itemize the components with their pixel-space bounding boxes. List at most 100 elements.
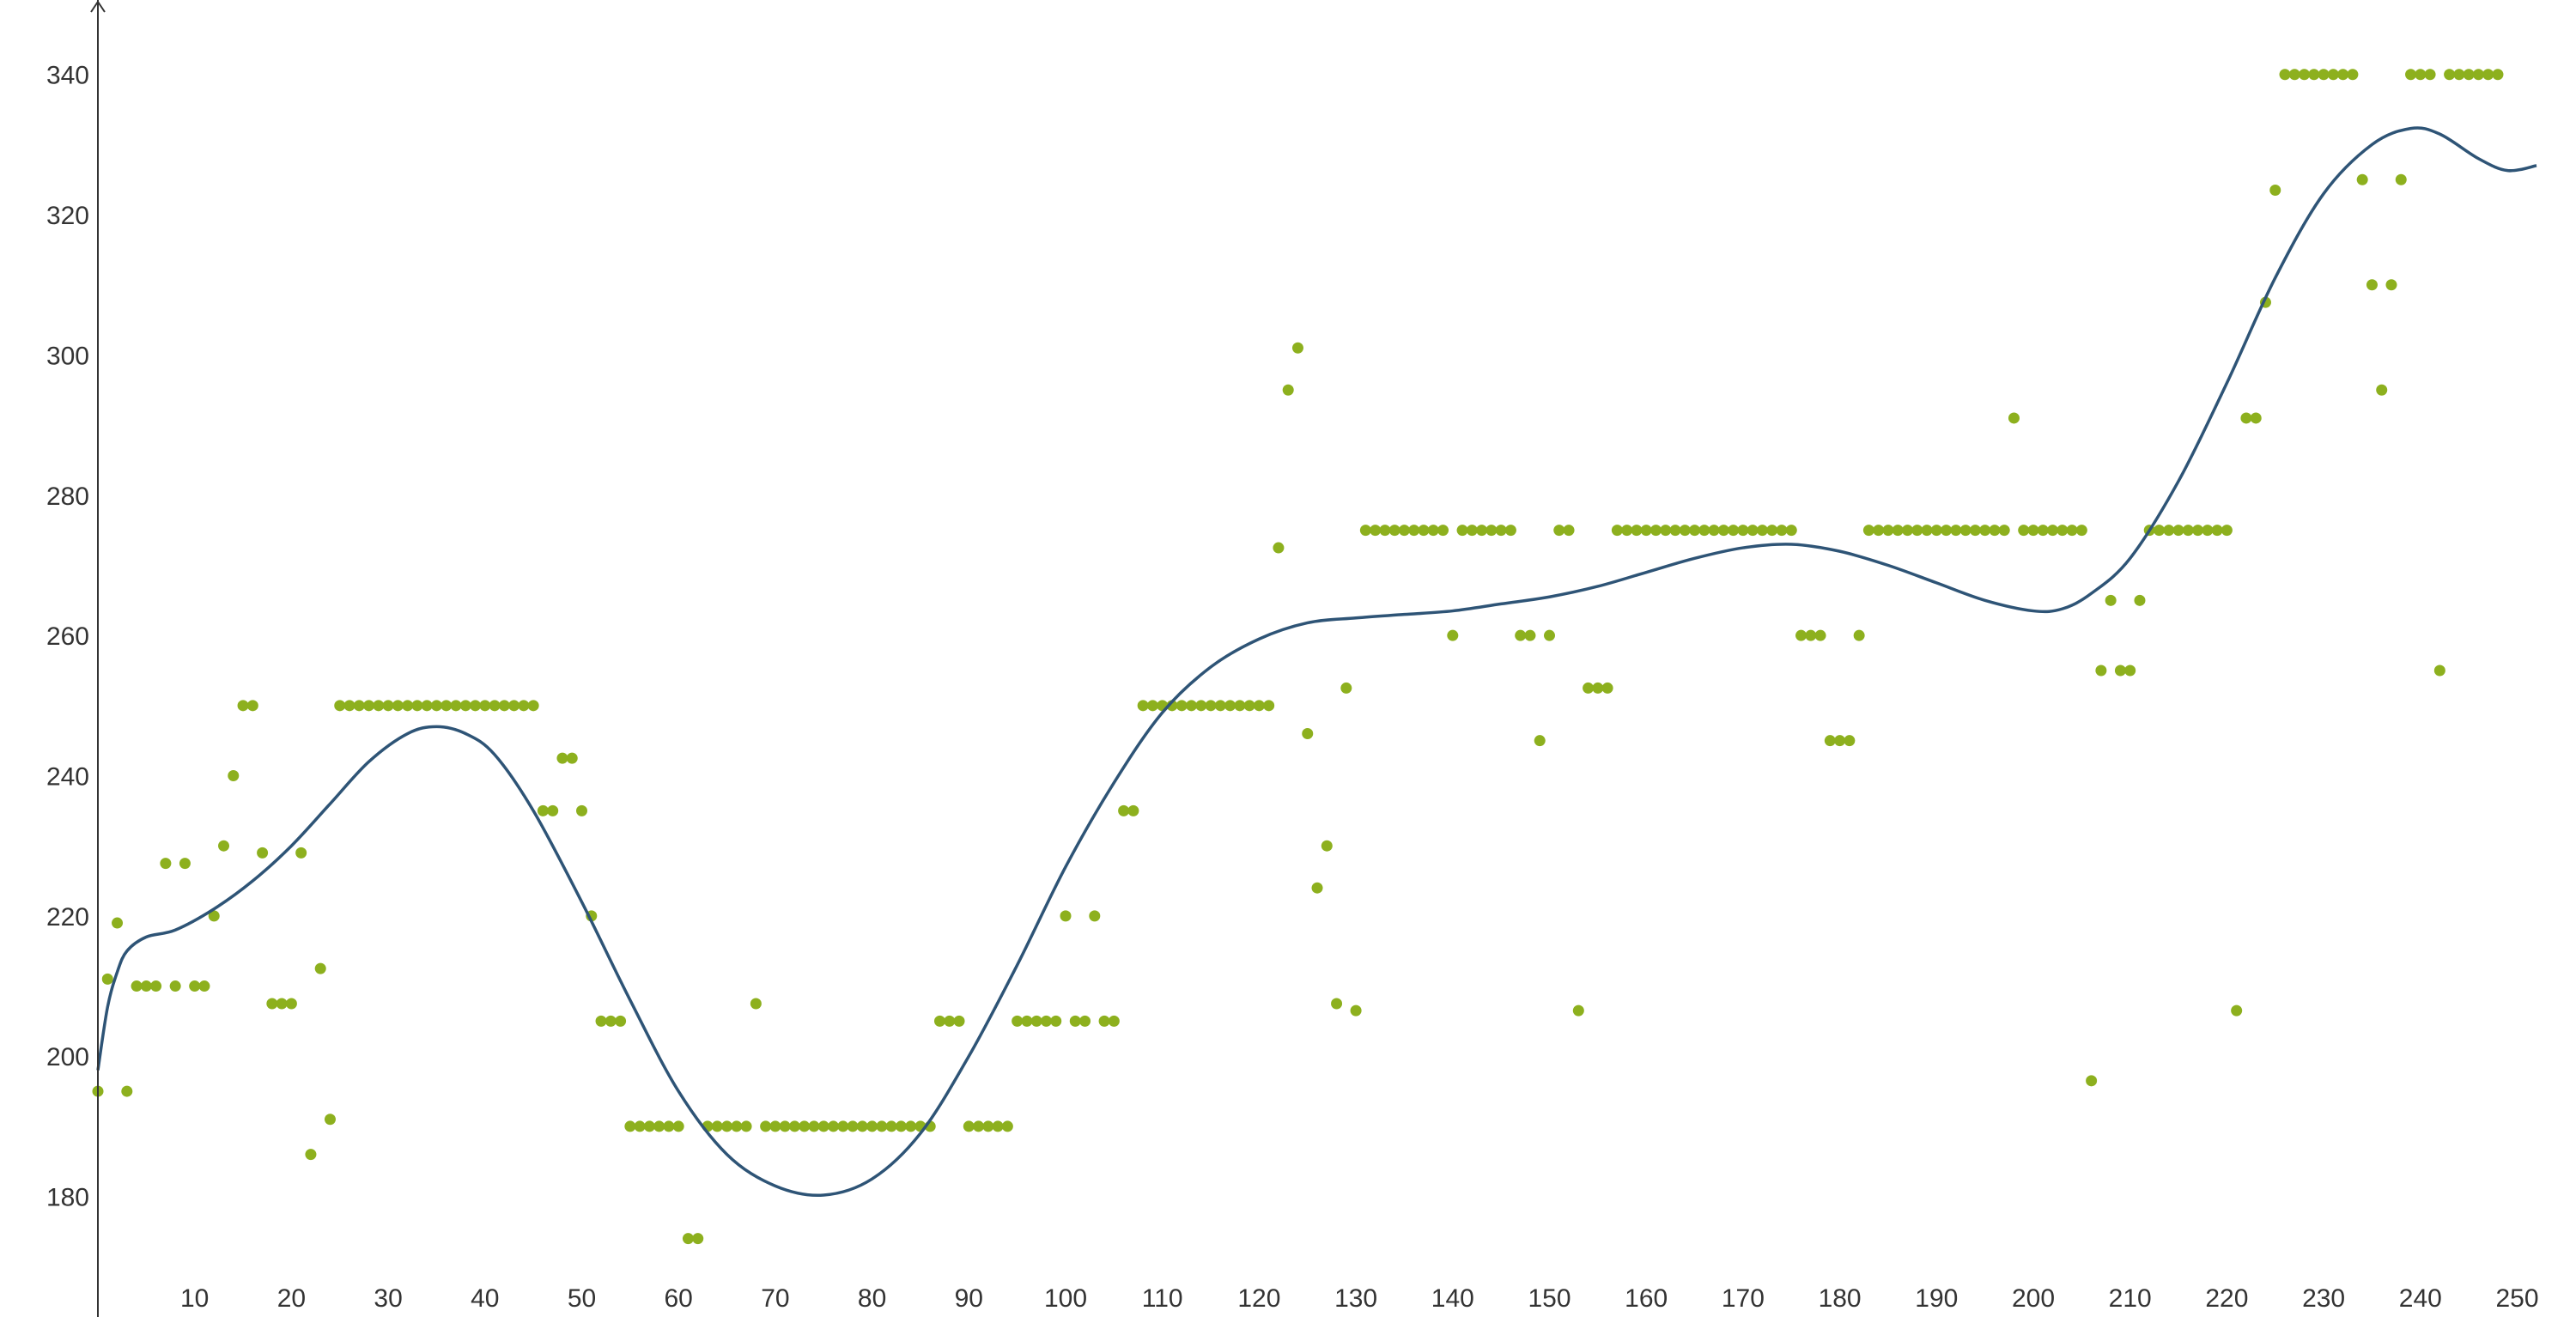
data-point: [866, 1120, 878, 1132]
data-point: [1795, 629, 1807, 641]
data-point: [2366, 279, 2378, 291]
data-point: [769, 1120, 781, 1132]
data-point: [218, 840, 230, 852]
data-point: [131, 980, 143, 992]
data-point: [1728, 525, 1740, 537]
data-point: [1979, 525, 1991, 537]
data-point: [1611, 525, 1623, 537]
data-point: [1060, 910, 1072, 922]
data-point: [2415, 69, 2427, 81]
data-point: [643, 1120, 655, 1132]
data-point: [1862, 525, 1874, 537]
data-point: [508, 700, 520, 712]
data-point: [1001, 1120, 1013, 1132]
data-point: [2288, 69, 2300, 81]
data-point: [1785, 525, 1797, 537]
y-tick-label: 280: [46, 482, 89, 511]
data-point: [1418, 525, 1430, 537]
data-point: [1844, 735, 1856, 747]
data-point: [1214, 700, 1226, 712]
data-point: [653, 1120, 665, 1132]
data-point: [276, 998, 288, 1010]
data-point: [1679, 525, 1691, 537]
data-point: [266, 998, 278, 1010]
data-point: [2231, 1004, 2243, 1017]
data-point: [440, 700, 453, 712]
data-point: [1137, 700, 1149, 712]
x-tick-label: 170: [1722, 1284, 1765, 1313]
data-point: [2240, 412, 2252, 424]
data-point: [228, 770, 240, 782]
x-tick-labels: 10 20 30 40 50 60 70 80 90 100 110 120 130 140 150 160 1…: [180, 1284, 2539, 1313]
y-axis-arrow: [90, 0, 106, 13]
data-point: [198, 980, 210, 992]
data-point: [2405, 69, 2417, 81]
data-point: [1079, 1015, 1091, 1027]
data-point: [1805, 629, 1817, 641]
data-point: [1030, 1015, 1042, 1027]
data-point: [2424, 69, 2436, 81]
y-tick-label: 240: [46, 763, 89, 792]
data-point: [2134, 594, 2146, 606]
data-point: [663, 1120, 675, 1132]
data-point: [1873, 525, 1885, 537]
data-point: [237, 700, 249, 712]
x-tick-label: 130: [1334, 1284, 1377, 1313]
data-point: [1427, 525, 1439, 537]
data-point: [1882, 525, 1894, 537]
data-points: [92, 69, 2504, 1245]
data-point: [876, 1120, 888, 1132]
data-point: [1089, 910, 1101, 922]
data-point: [1466, 525, 1478, 537]
data-point: [1601, 682, 1613, 694]
data-point: [2008, 412, 2020, 424]
data-point: [1544, 629, 1555, 641]
data-point: [1959, 525, 1971, 537]
data-point: [1592, 682, 1604, 694]
data-point: [363, 700, 375, 712]
x-tick-label: 250: [2495, 1284, 2538, 1313]
data-point: [1911, 525, 1923, 537]
data-point: [2057, 525, 2069, 537]
y-tick-label: 340: [46, 62, 89, 90]
data-point: [140, 980, 152, 992]
data-point: [973, 1120, 985, 1132]
data-point: [324, 1114, 336, 1126]
data-point: [1495, 525, 1507, 537]
data-point: [856, 1120, 868, 1132]
y-tick-label: 220: [46, 903, 89, 932]
data-point: [498, 700, 510, 712]
data-point: [2279, 69, 2291, 81]
data-point: [2066, 525, 2078, 537]
data-point: [179, 858, 191, 870]
data-point: [1766, 525, 1778, 537]
y-tick-labels: 180 200 220 240 260 280 300 320 340: [46, 62, 89, 1212]
data-point: [1747, 525, 1759, 537]
y-tick-label: 200: [46, 1043, 89, 1071]
data-point: [2105, 594, 2117, 606]
data-point: [1359, 525, 1371, 537]
data-point: [1118, 804, 1130, 816]
data-point: [1476, 525, 1488, 537]
data-point: [2376, 384, 2388, 396]
data-point: [2337, 69, 2349, 81]
data-point: [1040, 1015, 1052, 1027]
data-point: [1572, 1004, 1584, 1017]
data-point: [682, 1233, 694, 1245]
data-point: [1649, 525, 1662, 537]
data-point: [2453, 69, 2465, 81]
data-point: [2269, 184, 2281, 196]
data-point: [1291, 342, 1303, 354]
data-point: [2047, 525, 2059, 537]
data-point: [1398, 525, 1410, 537]
data-point: [1370, 525, 1382, 537]
data-point: [1012, 1015, 1024, 1027]
data-point: [450, 700, 462, 712]
data-point: [2027, 525, 2039, 537]
x-tick-label: 20: [277, 1284, 306, 1313]
data-point: [1969, 525, 1981, 537]
x-tick-label: 100: [1044, 1284, 1087, 1313]
data-point: [837, 1120, 849, 1132]
x-tick-label: 150: [1528, 1284, 1571, 1313]
data-point: [905, 1120, 917, 1132]
